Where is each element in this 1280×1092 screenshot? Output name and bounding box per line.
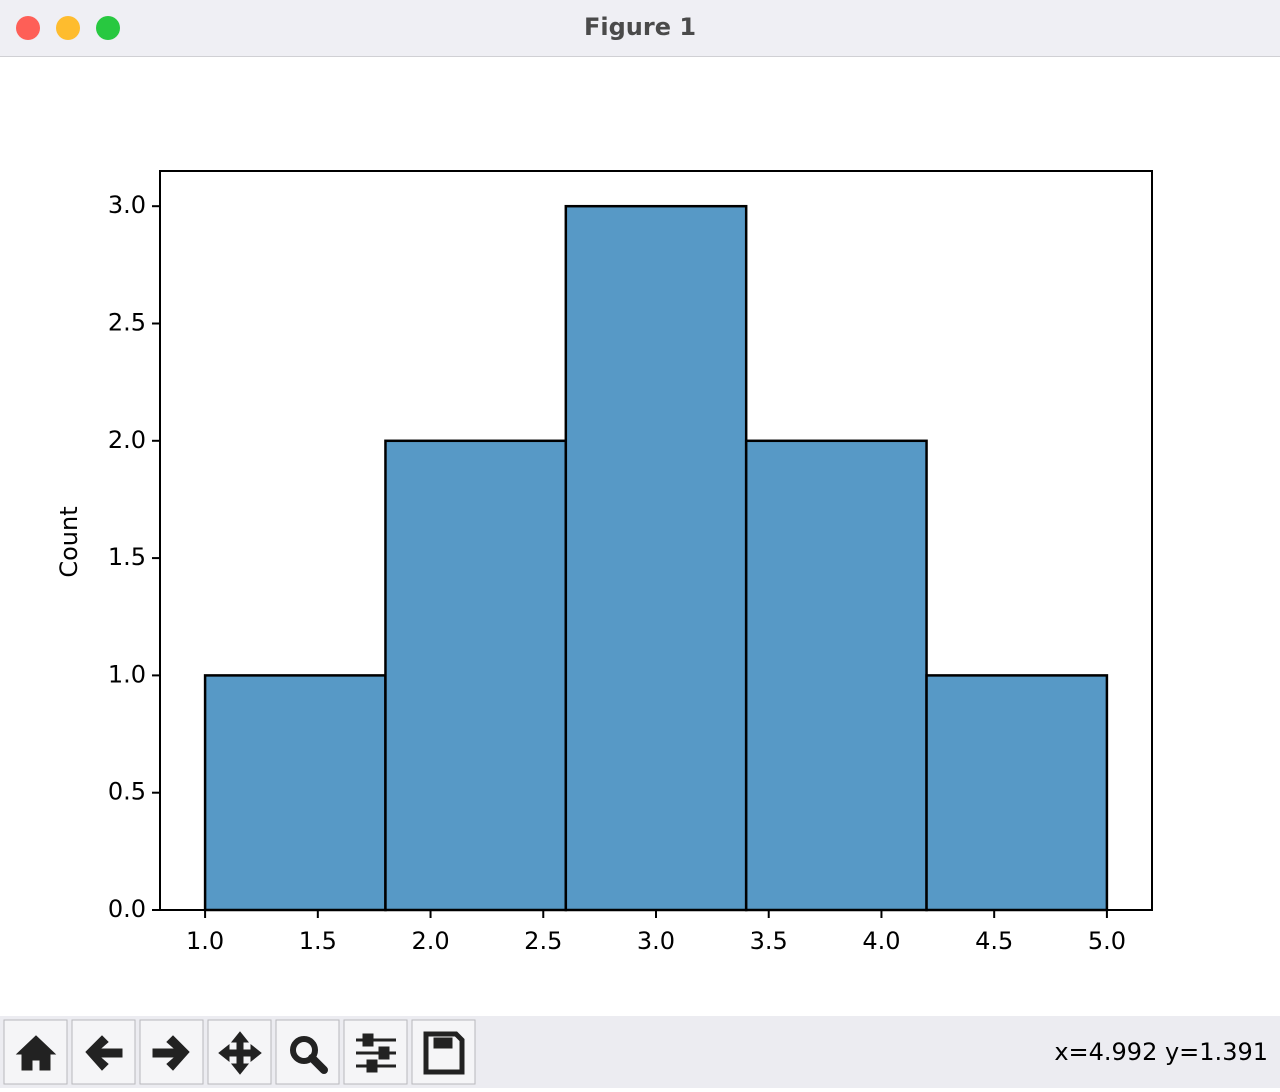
slider-knob [362, 1033, 374, 1047]
y-tick-label: 2.0 [108, 426, 146, 454]
pan-icon [218, 1031, 262, 1075]
home-icon [15, 1035, 57, 1071]
y-tick-label: 3.0 [108, 191, 146, 219]
x-tick-label: 4.0 [862, 927, 900, 955]
slider-knob [378, 1046, 390, 1060]
save-icon [423, 1031, 465, 1075]
bar [564, 204, 748, 912]
zoom-rect-button[interactable] [275, 1019, 340, 1085]
y-tick-label: 0.0 [108, 895, 146, 923]
x-tick-label: 1.5 [299, 927, 337, 955]
slider-knob [366, 1059, 378, 1073]
y-tick-label: 0.5 [108, 778, 146, 806]
bar [203, 674, 387, 912]
x-tick-label: 1.0 [186, 927, 224, 955]
window-title: Figure 1 [584, 13, 696, 41]
forward-icon [152, 1035, 190, 1071]
title-bar [0, 0, 1280, 56]
y-tick-label: 1.0 [108, 660, 146, 688]
y-axis-label: Count [55, 506, 83, 577]
x-tick-label: 3.5 [750, 927, 788, 955]
close-button[interactable] [16, 16, 40, 40]
toolbar-icons [15, 1031, 465, 1075]
y-tick-label: 2.5 [108, 308, 146, 336]
x-tick-label: 4.5 [975, 927, 1013, 955]
x-tick-label: 3.0 [637, 927, 675, 955]
zoom-button[interactable] [96, 16, 120, 40]
back-icon [85, 1035, 123, 1071]
x-tick-label: 2.0 [411, 927, 449, 955]
zoom-icon [290, 1036, 318, 1064]
configure-icon [356, 1033, 396, 1073]
plot: 0.0 0.5 1.0 1.5 2.0 2.5 3.0 1.0 1.5 2.0 2.5 3.0 3.5 4… [108, 170, 1153, 955]
bar [744, 439, 928, 912]
zoom-icon-handle [308, 1054, 328, 1074]
minimize-button[interactable] [56, 16, 80, 40]
x-tick-label: 2.5 [524, 927, 562, 955]
x-tick-label: 5.0 [1088, 927, 1126, 955]
save-icon-label [433, 1037, 453, 1049]
bar [925, 674, 1109, 912]
status-text: x=4.992 y=1.391 [1054, 1038, 1268, 1066]
y-tick-label: 1.5 [108, 543, 146, 571]
bar [384, 439, 568, 912]
